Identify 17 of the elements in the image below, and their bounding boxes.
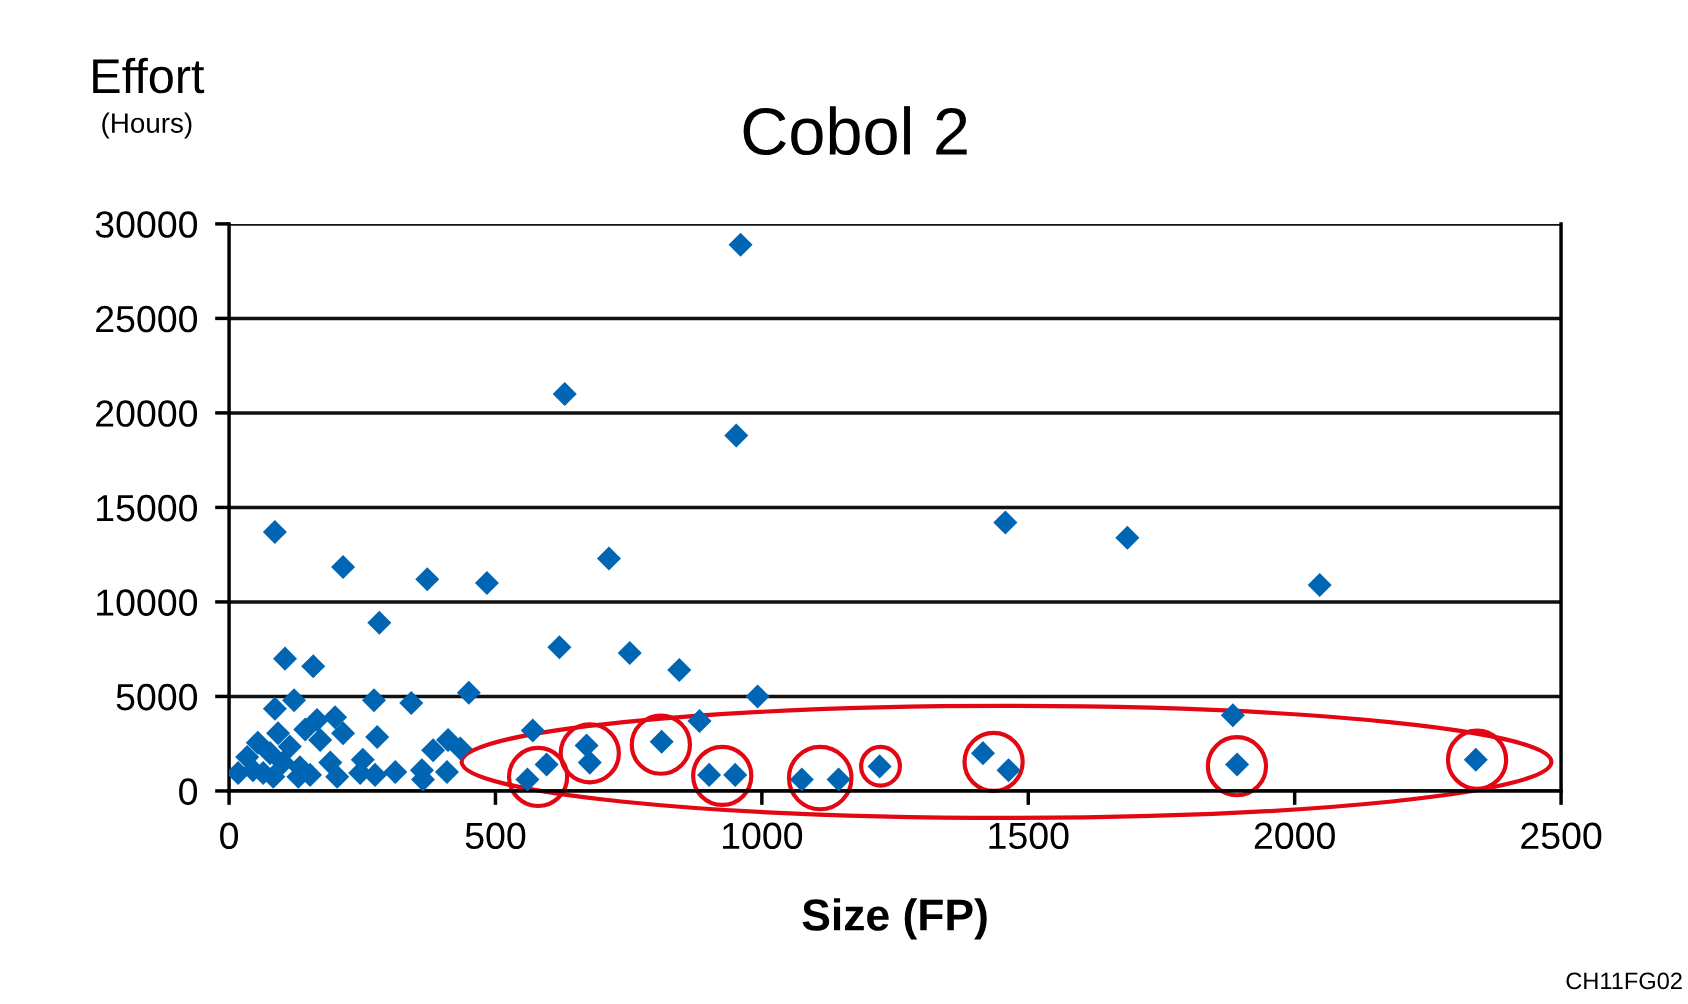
- y-tick-label: 0: [179, 778, 198, 805]
- x-tick-label: 1000: [723, 822, 803, 850]
- x-tick-label: 0: [220, 822, 239, 850]
- x-tick-label: 1500: [989, 822, 1069, 850]
- y-tick-label: 10000: [97, 589, 198, 616]
- x-tick-label: 2500: [1521, 822, 1602, 850]
- x-tick-label: 2000: [1254, 822, 1335, 850]
- y-tick-label: 30000: [95, 211, 198, 238]
- x-axis-title: Size (FP): [802, 898, 987, 940]
- x-tick-label: 500: [465, 822, 526, 850]
- text: CH11FG02: [1566, 972, 1682, 990]
- y-tick-label: 20000: [96, 400, 198, 427]
- chart-title: Cobol 2: [743, 106, 967, 156]
- y-axis-title: Effort (Hours): [93, 57, 205, 139]
- y-tick-label: 15000: [97, 494, 198, 522]
- y-tick-label: 25000: [96, 305, 198, 333]
- y-tick-label: 5000: [116, 683, 198, 711]
